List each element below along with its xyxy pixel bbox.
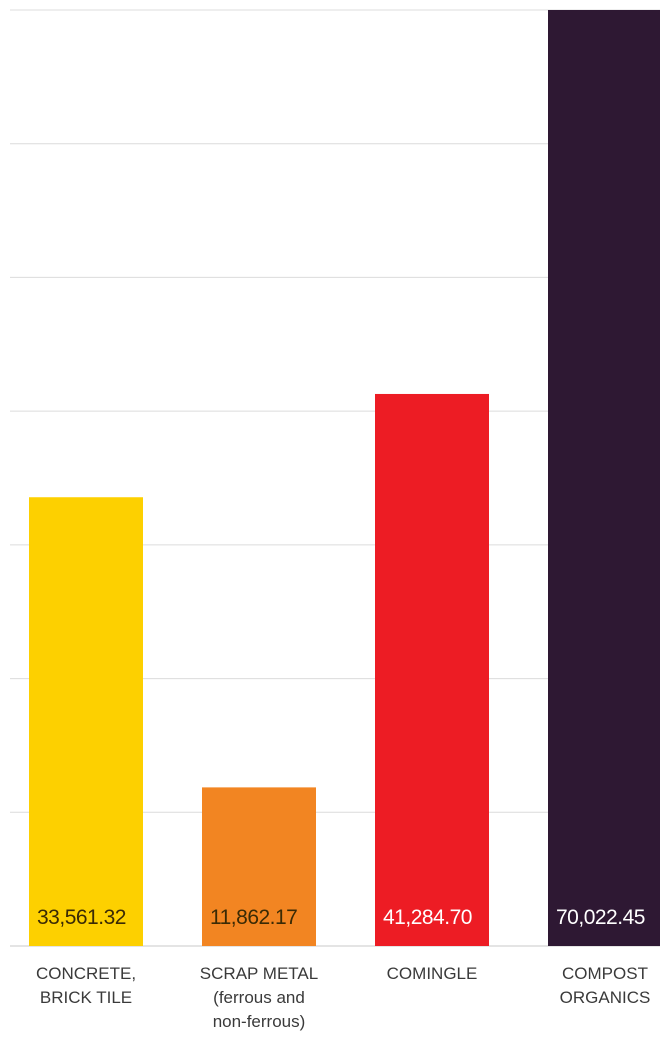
bar <box>548 10 660 946</box>
value-label: 33,561.32 <box>37 906 126 929</box>
value-label: 11,862.17 <box>210 906 297 929</box>
value-labels: 33,561.32 11,862.17 41,284.70 70,022.45 <box>37 906 645 929</box>
bar <box>202 787 316 946</box>
category-label: SCRAP METAL (ferrous and non-ferrous) <box>199 964 319 1031</box>
value-label: 41,284.70 <box>383 906 472 929</box>
category-label: COMINGLE <box>386 964 478 983</box>
bars <box>29 10 660 946</box>
bar <box>375 393 489 946</box>
bar <box>29 497 143 946</box>
category-label: COMPOST ORGANICS <box>559 964 651 1007</box>
value-label: 70,022.45 <box>556 906 645 929</box>
category-label: CONCRETE, BRICK TILE <box>35 964 137 1007</box>
